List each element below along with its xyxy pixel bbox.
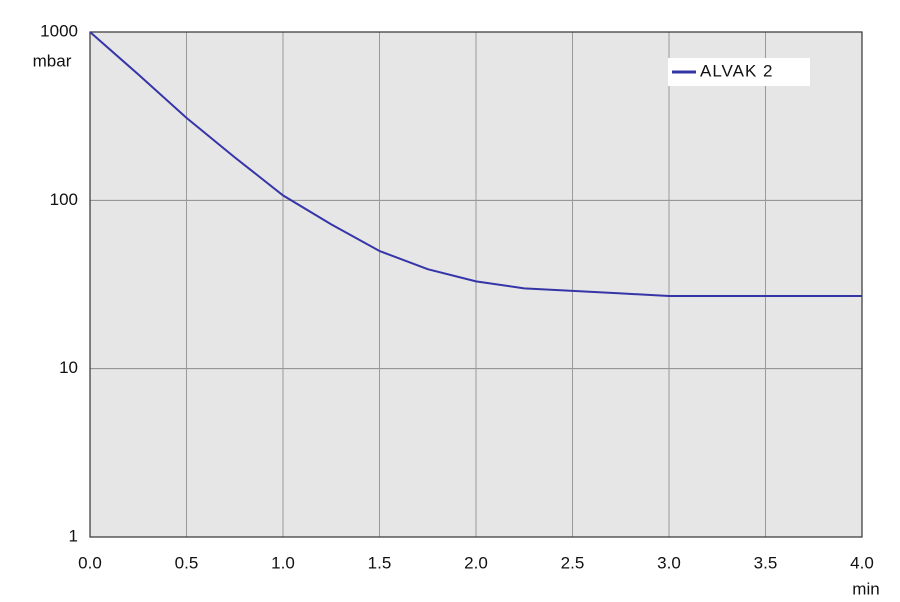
y-tick-label: 1000 — [40, 21, 78, 40]
x-axis-label: min — [852, 579, 879, 598]
x-tick-label: 3.0 — [657, 553, 681, 572]
x-tick-label: 4.0 — [850, 553, 874, 572]
x-tick-label: 3.5 — [754, 553, 778, 572]
plot-frame — [89, 31, 863, 538]
series-line — [89, 31, 862, 298]
y-axis-label: mbar — [33, 51, 72, 70]
legend-label: ALVAK 2 — [700, 61, 773, 80]
x-tick-label: 2.0 — [464, 553, 488, 572]
x-tick-label: 0.0 — [78, 553, 102, 572]
y-tick-label: 100 — [50, 190, 78, 209]
x-tick-label: 1.0 — [271, 553, 295, 572]
x-tick-label: 1.5 — [368, 553, 392, 572]
y-tick-label: 1 — [69, 526, 78, 545]
x-tick-label: 2.5 — [561, 553, 585, 572]
x-tick-label: 0.5 — [175, 553, 199, 572]
y-tick-label: 10 — [59, 358, 78, 377]
